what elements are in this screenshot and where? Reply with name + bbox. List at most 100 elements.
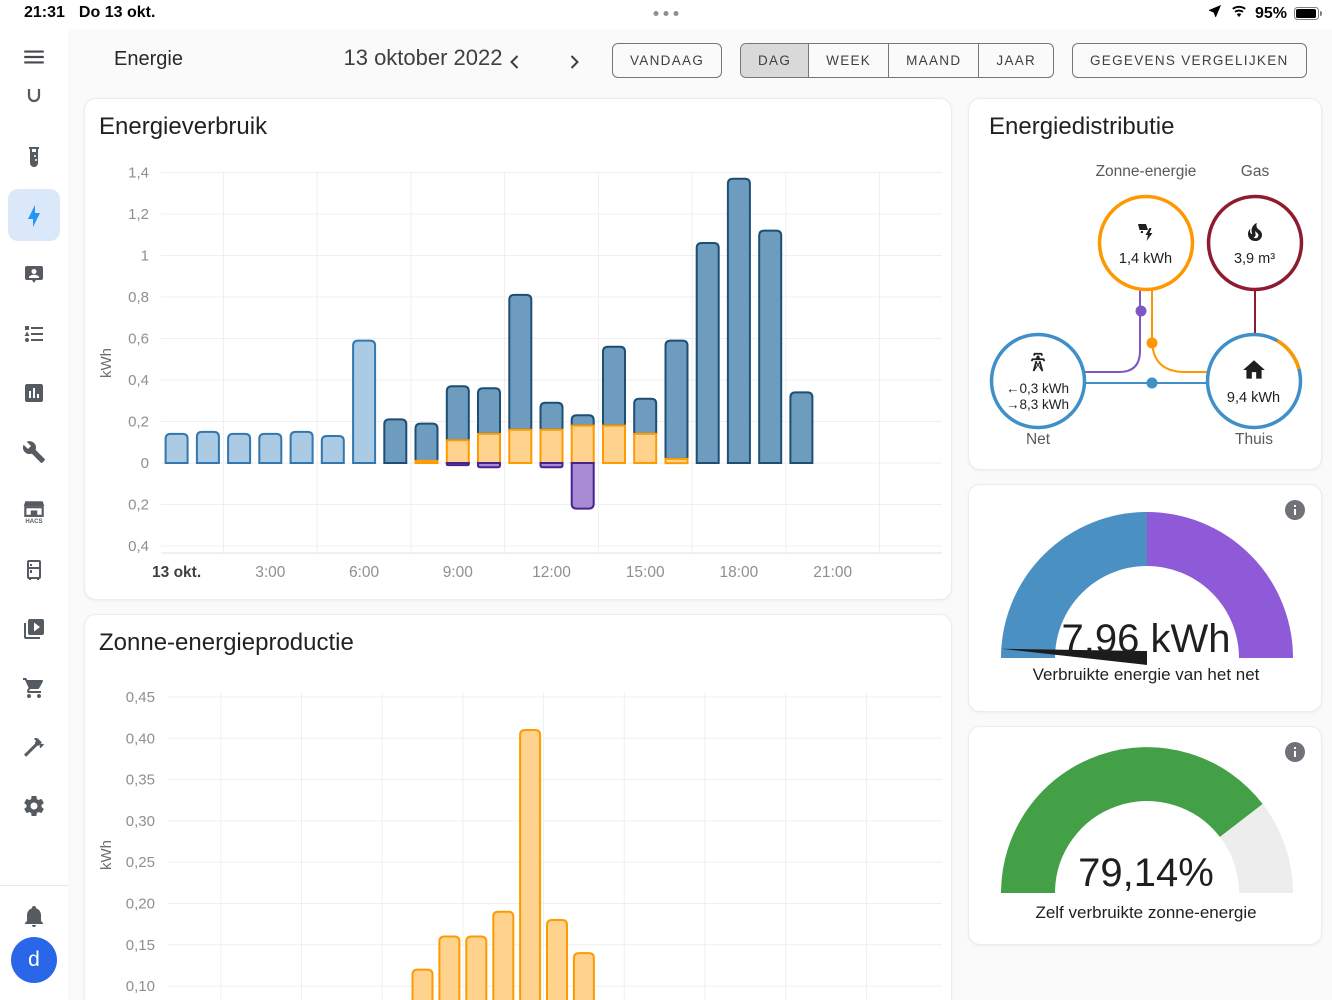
production-bar-hour-14[interactable]	[546, 919, 568, 1000]
compare-button[interactable]: GEGEVENS VERGELIJKEN	[1072, 43, 1307, 78]
consumption-bar-hour-16[interactable]	[664, 339, 689, 460]
consumption-bar-hour-14[interactable]	[602, 345, 626, 427]
period-button-maand[interactable]: MAAND	[888, 44, 978, 77]
return-bar-hour-9[interactable]	[445, 462, 470, 467]
consumption-bar-hour-4[interactable]	[289, 430, 314, 464]
production-bar-hour-13[interactable]	[519, 729, 542, 1000]
solar-bar-hour-14[interactable]	[602, 424, 626, 464]
sidebar-item-persons[interactable]	[0, 245, 68, 304]
info-icon[interactable]	[1283, 740, 1307, 764]
y-axis-label: kWh	[98, 840, 115, 870]
consumption-bar-hour-6[interactable]	[352, 339, 377, 464]
sidebar-item-shopping[interactable]	[0, 658, 68, 717]
production-bar-hour-12[interactable]	[492, 910, 515, 1000]
consumption-bar-hour-15[interactable]	[633, 397, 658, 435]
period-button-jaar[interactable]: JAAR	[978, 44, 1053, 77]
grid-node[interactable]: ←0,3 kWh →8,3 kWh	[991, 335, 1084, 428]
solar-bar-hour-8[interactable]	[414, 459, 439, 464]
production-bar-hour-9[interactable]	[411, 968, 434, 1000]
consumption-bar-hour-8[interactable]	[414, 422, 439, 462]
production-bar-hour-15[interactable]	[572, 952, 595, 1000]
flow-dot-orange	[1146, 337, 1158, 349]
consumption-bar-hour-10[interactable]	[477, 387, 501, 435]
consumption-bar-hour-11[interactable]	[508, 293, 533, 431]
sidebar-item-entities[interactable]	[0, 304, 68, 363]
return-bar-hour-13[interactable]	[570, 462, 595, 510]
return-bar-hour-12[interactable]	[539, 462, 564, 469]
y-tick-label: 0,40	[126, 730, 155, 747]
battery-icon	[1294, 7, 1319, 20]
solar-bar-hour-12[interactable]	[539, 428, 564, 464]
lightning-bolt-icon	[28, 204, 40, 227]
sidebar-item-hammer[interactable]	[0, 717, 68, 776]
wrench-icon	[22, 440, 45, 463]
y-tick-label: 0,45	[126, 689, 155, 706]
consumption-bar-hour-9[interactable]	[445, 385, 470, 442]
today-button[interactable]: VANDAAG	[612, 43, 723, 78]
period-button-dag[interactable]: DAG	[741, 44, 809, 77]
page-header: Energie 13 oktober 2022 VANDAAG DAG WEEK M…	[68, 30, 1332, 92]
sidebar-item-media[interactable]	[0, 599, 68, 658]
sidebar-item-fridge[interactable]	[0, 540, 68, 599]
y-tick-label: 0,35	[126, 772, 155, 789]
consumption-bar-hour-18[interactable]	[726, 177, 751, 464]
production-bar-hour-11[interactable]	[465, 935, 488, 1000]
y-tick-label: 1,2	[128, 206, 149, 223]
sidebar-item-tools[interactable]	[0, 422, 68, 481]
grid-consumed-value: →8,3 kWh	[1005, 396, 1070, 412]
solar-bar-hour-11[interactable]	[508, 428, 533, 464]
prev-day-chevron-icon[interactable]	[503, 50, 527, 74]
menu-icon[interactable]	[21, 44, 47, 70]
x-tick-label: 9:00	[443, 564, 474, 581]
consumption-bar-hour-2[interactable]	[227, 432, 252, 464]
grid-node-ring[interactable]	[989, 332, 1087, 430]
solar-bar-hour-16[interactable]	[664, 457, 689, 465]
solar-bar-hour-9[interactable]	[445, 439, 470, 464]
consumption-bar-hour-12[interactable]	[539, 401, 564, 431]
card-energy-consumption: 1,4 1,2 1 0,8 0,6 0,4 0,2 0 0,2 0,4 13 okt. 3:00 6:0…	[84, 98, 952, 600]
solar-bar-hour-13[interactable]	[570, 424, 595, 464]
consumption-bar-hour-3[interactable]	[258, 432, 283, 464]
return-bar-hour-10[interactable]	[477, 462, 501, 469]
fire-icon	[1243, 220, 1267, 249]
multitask-dots-icon	[653, 11, 679, 16]
home-ring-solar-arc	[1276, 339, 1301, 370]
flow-dot-purple	[1135, 305, 1147, 317]
solar-bar-hour-10[interactable]	[477, 432, 501, 464]
sidebar-item-partial-item[interactable]	[0, 68, 68, 127]
solar-node[interactable]: 1,4 kWh	[1099, 197, 1192, 290]
sidebar-item-developer[interactable]	[0, 127, 68, 186]
hammer-icon	[24, 737, 44, 757]
period-button-week[interactable]: WEEK	[808, 44, 888, 77]
gauge-arc	[1219, 804, 1293, 894]
consumption-bar-hour-0[interactable]	[164, 432, 189, 464]
user-avatar[interactable]: d	[11, 937, 57, 983]
sidebar-item-settings[interactable]	[0, 776, 68, 835]
next-day-chevron-icon[interactable]	[562, 50, 586, 74]
solar-node-ring[interactable]	[1097, 194, 1195, 292]
consumption-bar-hour-1[interactable]	[195, 430, 220, 464]
sidebar-item-statistics[interactable]	[0, 363, 68, 422]
solar-power-icon	[1134, 220, 1158, 249]
flow-dot-blue	[1146, 377, 1158, 389]
info-icon[interactable]	[1283, 498, 1307, 522]
page-title: Energie	[114, 48, 183, 70]
battery-percent: 95%	[1254, 4, 1287, 22]
consumption-bar-hour-19[interactable]	[758, 229, 783, 464]
sidebar-item-energy[interactable]	[0, 186, 68, 245]
home-node-ring[interactable]	[1205, 332, 1303, 430]
consumption-bar-hour-20[interactable]	[789, 391, 814, 464]
notifications-bell-icon[interactable]	[22, 904, 46, 933]
consumption-bar-hour-5[interactable]	[320, 435, 345, 464]
consumption-bar-hour-13[interactable]	[570, 414, 595, 427]
y-tick-label: 0,15	[126, 937, 155, 954]
consumption-bar-hour-17[interactable]	[695, 242, 720, 464]
gas-node-ring[interactable]	[1206, 194, 1304, 292]
home-node[interactable]: 9,4 kWh	[1207, 335, 1300, 428]
sidebar-item-hacs[interactable]: HACS	[0, 481, 68, 540]
production-bar-hour-10[interactable]	[438, 935, 461, 1000]
consumption-bar-hour-7[interactable]	[383, 418, 408, 464]
gauge-caption: Verbruikte energie van het net	[1032, 665, 1260, 684]
gas-node[interactable]: 3,9 m³	[1208, 197, 1301, 290]
solar-bar-hour-15[interactable]	[633, 432, 658, 464]
